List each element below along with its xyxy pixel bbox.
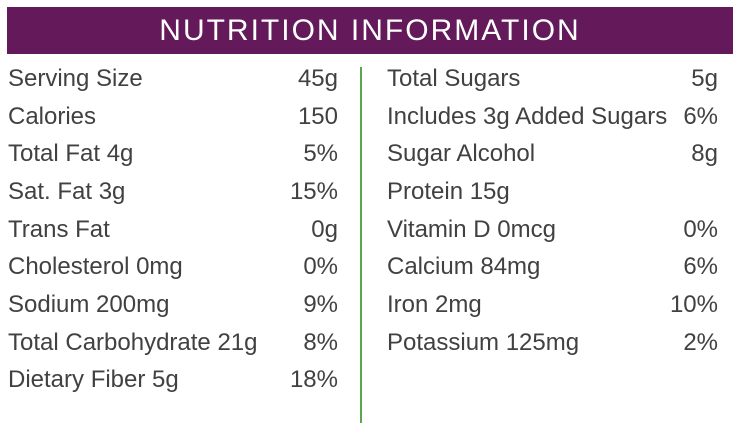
nutrient-label: Cholesterol 0mg: [8, 253, 183, 281]
nutrient-row: Calcium 84mg 6%: [387, 248, 718, 286]
nutrient-row: Sugar Alcohol 8g: [387, 135, 718, 173]
nutrient-row: Includes 3g Added Sugars 6%: [387, 98, 718, 136]
nutrient-value: 0g: [311, 215, 338, 243]
nutrient-value: 8%: [303, 328, 338, 356]
nutrient-label: Total Fat 4g: [8, 140, 134, 168]
nutrient-row: Serving Size 45g: [8, 60, 338, 98]
right-nutrient-column: Total Sugars 5g Includes 3g Added Sugars…: [387, 60, 718, 362]
nutrient-row: Dietary Fiber 5g 18%: [8, 362, 338, 400]
nutrient-label: Includes 3g Added Sugars: [387, 102, 668, 130]
nutrient-label: Sugar Alcohol: [387, 140, 536, 168]
nutrient-value: 15%: [289, 177, 338, 205]
nutrient-value: 150: [297, 102, 338, 130]
nutrient-label: Total Sugars: [387, 64, 521, 92]
nutrient-value: 8g: [691, 140, 718, 168]
nutrient-value: 5g: [691, 64, 718, 92]
nutrient-value: 0%: [683, 215, 718, 243]
nutrient-row: Sat. Fat 3g 15%: [8, 173, 338, 211]
nutrient-label: Serving Size: [8, 64, 143, 92]
nutrient-row: Trans Fat 0g: [8, 211, 338, 249]
nutrient-label: Sat. Fat 3g: [8, 177, 126, 205]
nutrition-title-banner: NUTRITION INFORMATION: [7, 7, 733, 54]
nutrient-value: 0%: [303, 253, 338, 281]
nutrient-label: Dietary Fiber 5g: [8, 366, 179, 394]
left-nutrient-column: Serving Size 45g Calories 150 Total Fat …: [8, 60, 338, 399]
nutrient-value: 18%: [289, 366, 338, 394]
nutrition-title: NUTRITION INFORMATION: [159, 13, 581, 47]
nutrient-row: Protein 15g: [387, 173, 718, 211]
nutrient-row: Potassium 125mg 2%: [387, 324, 718, 362]
nutrient-row: Total Fat 4g 5%: [8, 135, 338, 173]
nutrient-label: Trans Fat: [8, 215, 110, 243]
nutrient-value: 5%: [303, 140, 338, 168]
nutrient-label: Calcium 84mg: [387, 253, 541, 281]
nutrient-label: Protein 15g: [387, 177, 510, 205]
nutrient-value: 2%: [683, 328, 718, 356]
nutrient-row: Total Sugars 5g: [387, 60, 718, 98]
nutrient-row: Sodium 200mg 9%: [8, 286, 338, 324]
nutrient-value: 10%: [669, 290, 718, 318]
nutrient-value: 9%: [303, 290, 338, 318]
nutrient-label: Total Carbohydrate 21g: [8, 328, 258, 356]
nutrient-label: Iron 2mg: [387, 290, 482, 318]
nutrient-label: Potassium 125mg: [387, 328, 580, 356]
nutrient-label: Sodium 200mg: [8, 290, 170, 318]
nutrient-row: Iron 2mg 10%: [387, 286, 718, 324]
nutrient-row: Calories 150: [8, 98, 338, 136]
nutrient-value: 6%: [683, 253, 718, 281]
nutrient-row: Cholesterol 0mg 0%: [8, 248, 338, 286]
nutrient-label: Calories: [8, 102, 97, 130]
nutrient-label: Vitamin D 0mcg: [387, 215, 556, 243]
nutrient-row: Total Carbohydrate 21g 8%: [8, 324, 338, 362]
nutrient-value: 45g: [297, 64, 338, 92]
nutrient-value: 6%: [683, 102, 718, 130]
nutrient-row: Vitamin D 0mcg 0%: [387, 211, 718, 249]
column-divider: [360, 67, 362, 423]
